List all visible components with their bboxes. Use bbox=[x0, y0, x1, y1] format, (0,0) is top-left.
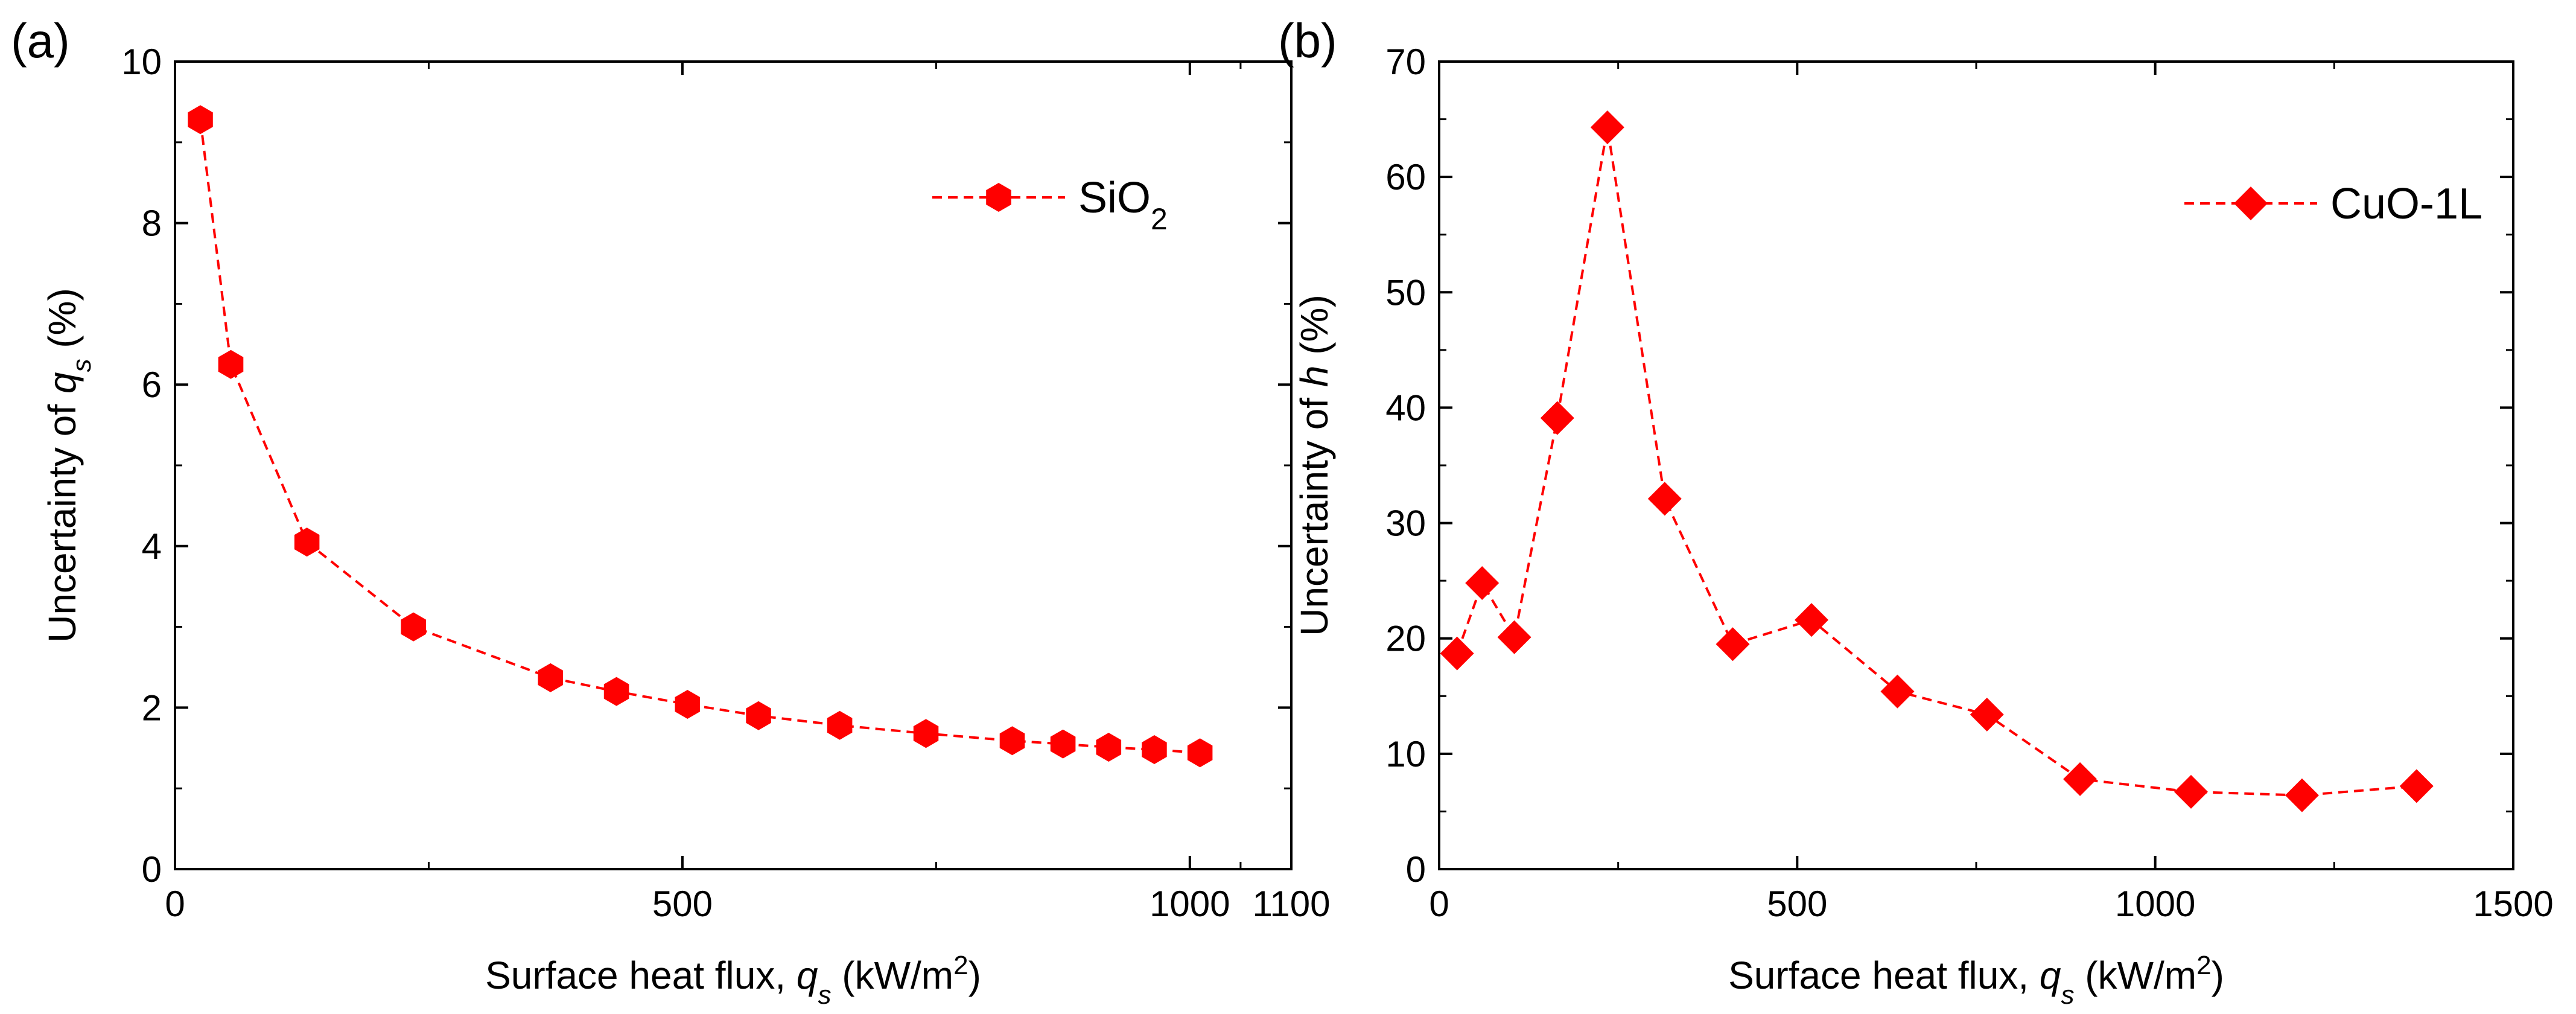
panel-b-series-0-point bbox=[2285, 778, 2319, 812]
panel-a-series-0-point bbox=[1096, 733, 1122, 762]
panel-a-series-0-point bbox=[1142, 735, 1167, 764]
panel-a-xtick-label: 500 bbox=[652, 884, 713, 924]
panel-a-ytick-label: 2 bbox=[142, 687, 162, 728]
panel-a-series-0-point bbox=[188, 105, 213, 135]
panel-b-series-0-point bbox=[1440, 636, 1474, 671]
panel-a-xtick-label: 1100 bbox=[1252, 884, 1330, 924]
panel-b-ytick-label: 10 bbox=[1385, 734, 1426, 774]
panel-b-series-0-point bbox=[1880, 674, 1915, 709]
panel-a-ytick-label: 8 bbox=[142, 203, 162, 244]
panel-a-series-0-legend-marker bbox=[986, 183, 1011, 212]
panel-b-ytick-label: 60 bbox=[1385, 157, 1426, 197]
panel-a-series-0-point bbox=[401, 612, 426, 642]
panel-a-ytick-label: 0 bbox=[142, 849, 162, 890]
panel-b-series-0-point bbox=[1970, 697, 2004, 732]
panel-b-ytick-label: 50 bbox=[1385, 272, 1426, 313]
panel-b-ytick-label: 0 bbox=[1406, 849, 1426, 890]
panel-b-xtick-label: 500 bbox=[1767, 884, 1827, 924]
panel-b-series-0-legend-label: CuO-1L bbox=[2330, 180, 2482, 228]
panel-b-series-0-point bbox=[2174, 774, 2208, 809]
panel-a-series-0-point bbox=[218, 349, 244, 379]
panel-b-series-0-point bbox=[2063, 762, 2097, 796]
panel-b-series-0-point bbox=[1540, 401, 1574, 435]
panel-b-series-0-line bbox=[1455, 127, 2417, 797]
panel-a-xtick-label: 1000 bbox=[1150, 884, 1230, 924]
panel-a-ylabel: Uncertainty of qs (%) bbox=[40, 288, 97, 643]
panel-a-xlabel: Surface heat flux, qs (kW/m2) bbox=[485, 951, 981, 1010]
panel-a-series-0-point bbox=[538, 663, 564, 692]
panel-b-xtick-label: 1500 bbox=[2473, 884, 2553, 924]
panel-b-series-0-point bbox=[1497, 620, 1531, 654]
panel-a-ytick-label: 6 bbox=[142, 365, 162, 405]
panel-a-series-0-legend-label: SiO2 bbox=[1078, 174, 1168, 236]
panel-b-series-0-point bbox=[2399, 769, 2434, 803]
panel-b-series-0-point bbox=[1795, 603, 1829, 637]
panel-b-ytick-label: 20 bbox=[1385, 619, 1426, 659]
panel-b-xlabel: Surface heat flux, qs (kW/m2) bbox=[1728, 951, 2224, 1010]
panel-a: (a) 0 500 1000 1100 0 2 4 6 8 10 Surface heat flux,… bbox=[11, 14, 1331, 1010]
panel-b-ylabel: Uncertainty of h (%) bbox=[1293, 295, 1336, 636]
panel-a-series-0-point bbox=[999, 726, 1025, 756]
panel-b: (b) 0 500 1000 1500 0 10 20 30 40 50 60 70 Surface he… bbox=[1278, 14, 2554, 1010]
panel-a-label: (a) bbox=[11, 14, 70, 68]
panel-b-series-0-point bbox=[1465, 566, 1499, 600]
panel-b-series-0-point bbox=[1590, 110, 1624, 144]
panel-b-series-0-point bbox=[1716, 627, 1750, 662]
panel-b-ytick-label: 70 bbox=[1385, 42, 1426, 82]
panel-a-series-0-line bbox=[199, 120, 1200, 754]
panel-a-xtick-label: 0 bbox=[165, 884, 185, 924]
panel-b-xtick-label: 1000 bbox=[2115, 884, 2195, 924]
panel-a-series-0-point bbox=[675, 690, 701, 719]
panel-b-ytick-label: 40 bbox=[1385, 387, 1426, 428]
panel-a-ytick-label: 10 bbox=[121, 42, 162, 82]
panel-a-ytick-label: 4 bbox=[142, 526, 162, 567]
panel-a-series-0-point bbox=[1187, 738, 1213, 768]
panel-a-series-0-point bbox=[913, 719, 939, 748]
panel-b-series-0-legend-marker bbox=[2234, 187, 2268, 220]
panel-b-series-0-point bbox=[1647, 482, 1682, 516]
panel-b-ytick-label: 30 bbox=[1385, 503, 1426, 544]
panel-a-series-0-point bbox=[746, 701, 771, 730]
panel-b-label: (b) bbox=[1278, 14, 1337, 68]
panel-a-series-0-point bbox=[603, 677, 629, 706]
panel-b-xtick-label: 0 bbox=[1429, 884, 1449, 924]
panel-a-series-0-point bbox=[1050, 729, 1076, 759]
panel-a-series-0-point bbox=[294, 528, 320, 557]
panel-a-series-0-point bbox=[827, 710, 853, 740]
